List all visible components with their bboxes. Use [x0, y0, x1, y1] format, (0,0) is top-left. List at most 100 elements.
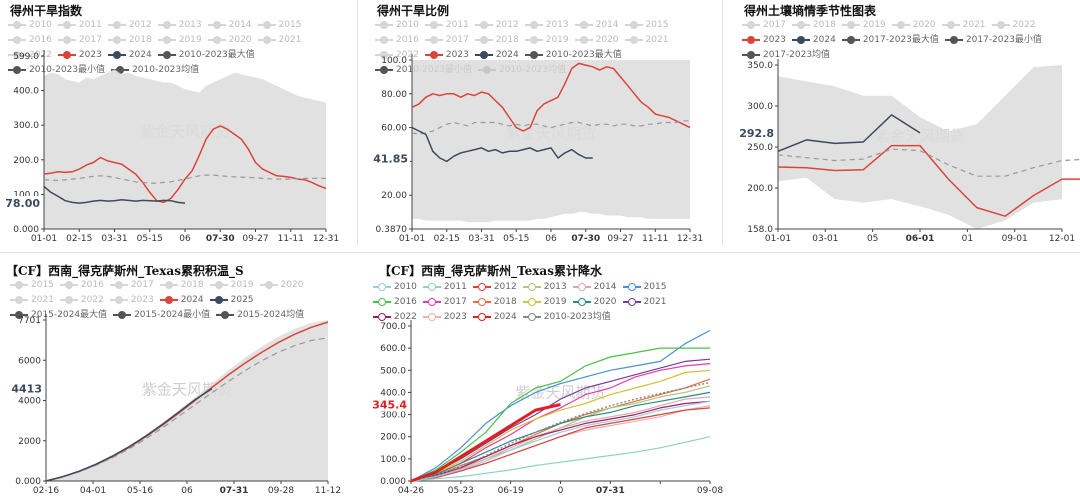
- drought-ratio-panel: 得州干旱比例 2010 2011 2012 2013 2014 2015 2016 2017 2…: [365, 0, 715, 245]
- legend-item[interactable]: 2023: [57, 48, 102, 63]
- legend-marker-icon: [159, 295, 178, 305]
- legend-item[interactable]: 2010-2023最大值: [524, 48, 622, 63]
- legend-item[interactable]: 2020: [259, 278, 303, 293]
- legend-item[interactable]: 2018: [107, 33, 152, 48]
- legend-item[interactable]: 2020: [572, 295, 617, 310]
- legend-item[interactable]: 2024: [472, 310, 517, 325]
- legend-item[interactable]: 2018: [472, 295, 517, 310]
- legend-item[interactable]: 2011: [57, 18, 102, 33]
- legend-item[interactable]: 2014: [207, 18, 252, 33]
- legend-label: 2016: [394, 297, 417, 307]
- legend-item[interactable]: 2017: [742, 18, 786, 33]
- legend-item[interactable]: 2017-2023最大值: [841, 33, 939, 48]
- chart-title: 【CF】西南_得克萨斯州_Texas累计降水: [379, 264, 602, 278]
- legend-item[interactable]: 2018: [159, 278, 204, 293]
- legend-item[interactable]: 2017-2023最小值: [944, 33, 1042, 48]
- legend-label: 2017: [130, 280, 154, 290]
- legend-item[interactable]: 2023: [422, 310, 467, 325]
- legend-item[interactable]: 2021: [622, 295, 666, 310]
- legend-item[interactable]: 2015: [622, 280, 666, 295]
- legend-item[interactable]: 2011: [424, 18, 469, 33]
- legend-item[interactable]: 2015-2024最小值: [113, 308, 210, 323]
- legend-item[interactable]: 2021: [624, 33, 668, 48]
- legend-marker-icon: [107, 20, 126, 30]
- legend-item[interactable]: 2013: [524, 18, 569, 33]
- legend-item[interactable]: 2010-2023均值: [111, 63, 199, 78]
- legend-item[interactable]: 2012: [472, 280, 517, 295]
- legend-marker-icon: [422, 312, 441, 322]
- legend-item[interactable]: 2024: [159, 293, 204, 308]
- legend-marker-icon: [8, 65, 26, 75]
- legend-item[interactable]: 2020: [207, 33, 252, 48]
- legend-marker-icon: [111, 65, 130, 75]
- legend-item[interactable]: 2019: [209, 278, 254, 293]
- legend-item[interactable]: 2022: [373, 310, 417, 325]
- legend-item[interactable]: 2012: [474, 18, 519, 33]
- legend-label: 2021: [31, 295, 54, 305]
- legend-item[interactable]: 2024: [474, 48, 519, 63]
- legend-item[interactable]: 2023: [742, 33, 786, 48]
- series-line-2022: [410, 400, 711, 482]
- legend-item[interactable]: 2017: [424, 33, 469, 48]
- legend-item[interactable]: 2013: [157, 18, 202, 33]
- legend-item[interactable]: 2016: [59, 278, 104, 293]
- legend-row: 2010-2023最小值 2010-2023均值: [8, 63, 348, 78]
- legend-item[interactable]: 2022: [991, 18, 1035, 33]
- legend-item[interactable]: 2023: [109, 293, 154, 308]
- legend-item[interactable]: 2015-2024均值: [216, 308, 304, 323]
- legend-item[interactable]: 2019: [522, 295, 567, 310]
- legend-item[interactable]: 2011: [422, 280, 467, 295]
- legend-item[interactable]: 2021: [10, 293, 54, 308]
- y-tick-label: 6000: [18, 356, 41, 366]
- legend-item[interactable]: 2021: [941, 18, 986, 33]
- legend-item[interactable]: 2023: [424, 48, 469, 63]
- legend-item[interactable]: 2019: [524, 33, 569, 48]
- legend-item[interactable]: 2014: [574, 18, 619, 33]
- legend-item[interactable]: 2010-2023均值: [522, 310, 611, 325]
- legend-item[interactable]: 2014: [572, 280, 617, 295]
- legend-item[interactable]: 2022: [375, 48, 419, 63]
- legend-marker-icon: [209, 295, 228, 305]
- legend-item[interactable]: 2022: [59, 293, 104, 308]
- legend-marker-icon: [113, 310, 132, 320]
- legend-item[interactable]: 2017: [109, 278, 154, 293]
- legend-item[interactable]: 2010-2023最小值: [8, 63, 105, 78]
- legend-item[interactable]: 2024: [107, 48, 152, 63]
- legend-label: 2018: [493, 297, 517, 307]
- legend-item[interactable]: 2016: [375, 33, 419, 48]
- legend-item[interactable]: 2022: [8, 48, 52, 63]
- legend-item[interactable]: 2013: [522, 280, 567, 295]
- legend-item[interactable]: 2019: [841, 18, 886, 33]
- legend-item[interactable]: 2015: [10, 278, 54, 293]
- legend-marker-icon: [259, 280, 278, 290]
- legend-item[interactable]: 2017: [57, 33, 102, 48]
- legend-item[interactable]: 2018: [791, 18, 836, 33]
- legend-item[interactable]: 2010: [8, 18, 52, 33]
- legend-item[interactable]: 2018: [474, 33, 519, 48]
- legend-row: 2022 2023 2024 2010-2023最大值: [375, 48, 715, 63]
- legend-label: 2010: [396, 20, 419, 30]
- series-line-2012: [410, 407, 711, 482]
- current-value-text: 78.00: [5, 197, 40, 210]
- legend-item[interactable]: 2015: [624, 18, 668, 33]
- max-min-range-band: [46, 320, 328, 481]
- legend-item[interactable]: 2020: [574, 33, 619, 48]
- legend-item[interactable]: 2019: [157, 33, 202, 48]
- legend-item[interactable]: 2015: [257, 18, 301, 33]
- legend-item[interactable]: 2017: [422, 295, 467, 310]
- legend-label: 2023: [763, 35, 786, 45]
- legend-row: 2023 2024 2017-2023最大值 2017-2023最小值: [742, 33, 1078, 48]
- x-tick-label: 05-23: [448, 486, 474, 496]
- legend-item[interactable]: 2010: [375, 18, 419, 33]
- legend-item[interactable]: 2017-2023均值: [742, 48, 830, 63]
- legend-item[interactable]: 2025: [209, 293, 254, 308]
- legend-item[interactable]: 2012: [107, 18, 152, 33]
- legend-item[interactable]: 2016: [8, 33, 52, 48]
- legend-item[interactable]: 2010-2023最大值: [157, 48, 255, 63]
- legend-item[interactable]: 2015-2024最大值: [10, 308, 107, 323]
- legend-item[interactable]: 2021: [257, 33, 301, 48]
- legend-item[interactable]: 2024: [791, 33, 836, 48]
- legend-item[interactable]: 2010: [373, 280, 417, 295]
- legend-item[interactable]: 2016: [373, 295, 417, 310]
- legend-item[interactable]: 2020: [891, 18, 936, 33]
